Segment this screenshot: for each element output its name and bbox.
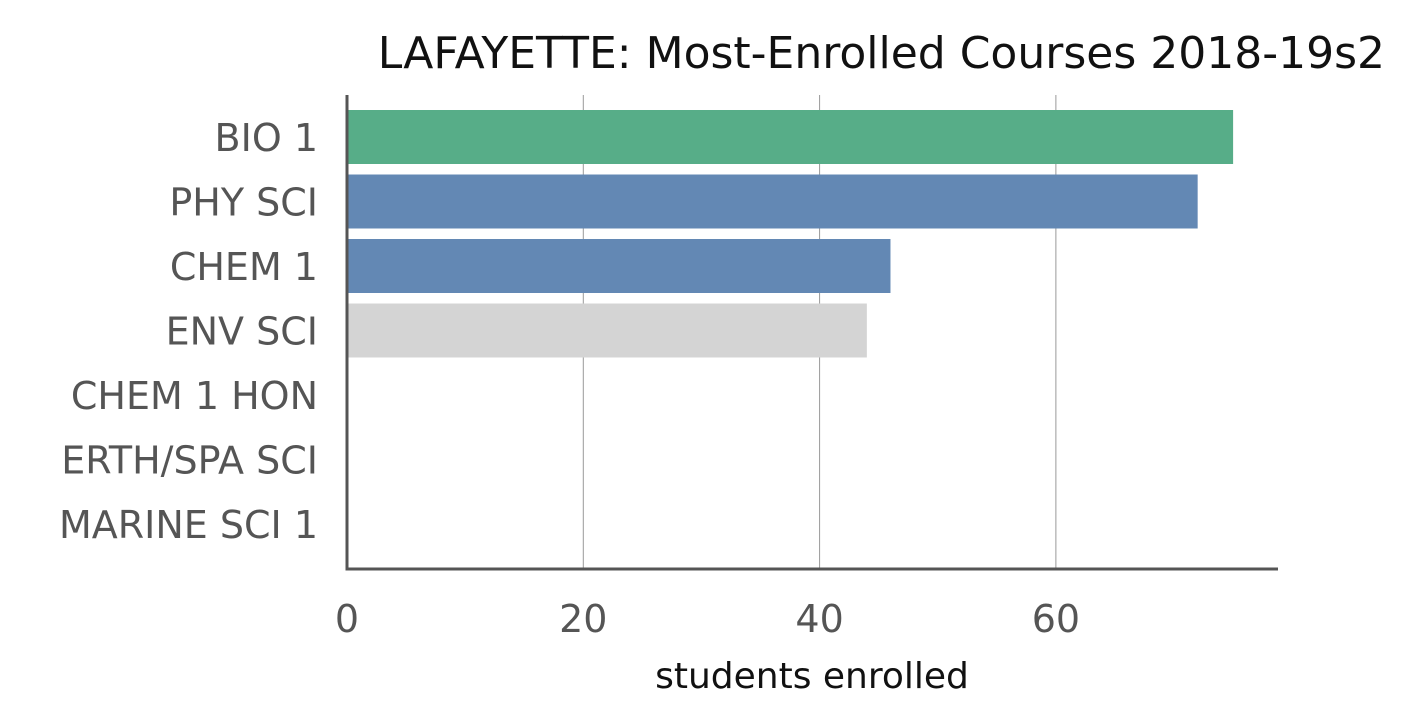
category-label: BIO 1	[215, 116, 318, 160]
x-axis-label: students enrolled	[655, 656, 969, 697]
bar	[347, 110, 1234, 164]
category-label: ENV SCI	[166, 310, 318, 354]
category-label: ERTH/SPA SCI	[61, 439, 318, 483]
x-tick-label: 0	[335, 597, 359, 641]
category-label: CHEM 1 HON	[71, 374, 318, 418]
category-label: PHY SCI	[169, 181, 318, 225]
bar	[347, 303, 867, 358]
bar	[347, 239, 891, 293]
category-label: CHEM 1	[170, 245, 318, 289]
x-tick-label: 20	[559, 597, 607, 641]
x-tick-label: 40	[795, 597, 843, 641]
bar	[347, 174, 1198, 229]
x-tick-label: 60	[1032, 597, 1080, 641]
category-labels: BIO 1 PHY SCI CHEM 1 ENV SCI CHEM 1 HON ERTH/…	[59, 116, 318, 547]
bars	[347, 110, 1234, 358]
category-label: MARINE SCI 1	[59, 503, 318, 547]
x-tick-labels: 0 20 40 60	[335, 597, 1080, 641]
chart-title: LAFAYETTE: Most-Enrolled Courses 2018-19…	[378, 28, 1385, 79]
axes	[345, 95, 1278, 571]
